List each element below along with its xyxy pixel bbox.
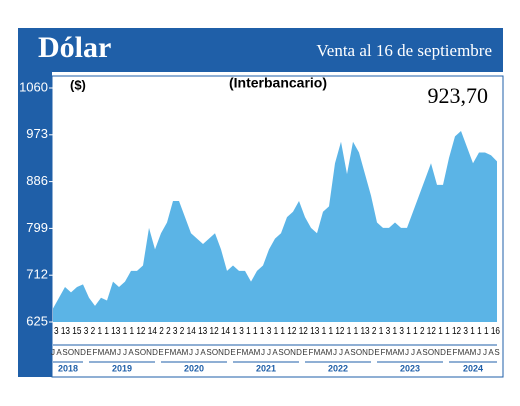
month-label: N <box>434 348 440 357</box>
month-label: S <box>494 348 499 357</box>
month-label: N <box>146 348 152 357</box>
month-label: E <box>446 348 451 357</box>
month-label: M <box>98 348 105 357</box>
unit-label: ($) <box>70 77 86 92</box>
month-label: J <box>411 348 415 357</box>
month-label: M <box>110 348 117 357</box>
annotation: 923,70 <box>428 83 489 108</box>
month-label: F <box>309 348 314 357</box>
month-label: N <box>74 348 80 357</box>
month-label: D <box>296 348 302 357</box>
month-label: J <box>195 348 199 357</box>
year-label: 2019 <box>112 363 132 373</box>
month-label: E <box>86 348 91 357</box>
month-label: N <box>290 348 296 357</box>
month-label: J <box>117 348 121 357</box>
year-label: 2018 <box>58 363 78 373</box>
month-label: S <box>350 348 355 357</box>
month-label: A <box>200 348 206 357</box>
subtitle: Venta al 16 de septiembre <box>316 41 492 60</box>
month-label: J <box>333 348 337 357</box>
y-tick-label: 973 <box>26 126 48 141</box>
area <box>53 131 497 322</box>
month-label: S <box>206 348 211 357</box>
month-label: A <box>416 348 422 357</box>
month-label: S <box>134 348 139 357</box>
month-label: A <box>128 348 134 357</box>
month-label: J <box>339 348 343 357</box>
year-label: 2023 <box>400 363 420 373</box>
month-label: A <box>272 348 278 357</box>
month-label: M <box>170 348 177 357</box>
month-label: A <box>176 348 182 357</box>
month-label: N <box>362 348 368 357</box>
month-label: J <box>189 348 193 357</box>
month-label: E <box>302 348 307 357</box>
year-label: 2020 <box>184 363 204 373</box>
month-label: F <box>93 348 98 357</box>
axis-band <box>18 72 52 377</box>
month-label: F <box>237 348 242 357</box>
y-tick-label: 712 <box>26 267 48 282</box>
y-tick-label: 886 <box>26 173 48 188</box>
month-label: A <box>488 348 494 357</box>
month-label: F <box>453 348 458 357</box>
month-label: S <box>422 348 427 357</box>
month-label: M <box>242 348 249 357</box>
month-label: M <box>398 348 405 357</box>
month-label: E <box>374 348 379 357</box>
month-label: D <box>152 348 158 357</box>
y-tick-label: 799 <box>26 220 48 235</box>
month-label: A <box>392 348 398 357</box>
month-label: J <box>477 348 481 357</box>
month-label: D <box>440 348 446 357</box>
month-label: S <box>278 348 283 357</box>
year-label: 2021 <box>256 363 276 373</box>
month-label: O <box>68 348 74 357</box>
month-label: D <box>224 348 230 357</box>
month-label: O <box>356 348 362 357</box>
month-label: J <box>405 348 409 357</box>
month-label: J <box>483 348 487 357</box>
month-label: A <box>344 348 350 357</box>
month-label: J <box>51 348 55 357</box>
month-label: M <box>326 348 333 357</box>
month-label: S <box>62 348 67 357</box>
series-label: (Interbancario) <box>229 75 327 91</box>
chart-title: Dólar <box>38 31 111 64</box>
month-label: D <box>80 348 86 357</box>
month-label: J <box>261 348 265 357</box>
month-label: N <box>218 348 224 357</box>
y-tick-label: 1060 <box>19 79 48 94</box>
month-label: M <box>386 348 393 357</box>
month-label: A <box>464 348 470 357</box>
month-label: M <box>314 348 321 357</box>
month-label: M <box>254 348 261 357</box>
month-label: J <box>267 348 271 357</box>
month-label: F <box>381 348 386 357</box>
y-tick-label: 625 <box>26 313 48 328</box>
month-label: A <box>56 348 62 357</box>
month-label: A <box>248 348 254 357</box>
month-label: O <box>212 348 218 357</box>
year-label: 2024 <box>463 363 483 373</box>
month-label: E <box>158 348 163 357</box>
month-label: A <box>104 348 110 357</box>
month-label: M <box>470 348 477 357</box>
month-label: O <box>428 348 434 357</box>
month-label: E <box>230 348 235 357</box>
month-label: F <box>165 348 170 357</box>
month-label: J <box>123 348 127 357</box>
header-band <box>18 28 503 72</box>
month-label: M <box>458 348 465 357</box>
year-label: 2022 <box>328 363 348 373</box>
month-label: A <box>320 348 326 357</box>
month-label: M <box>182 348 189 357</box>
day-strip: 3 13 15 3 2 1 1 13 1 1 12 14 2 2 3 2 14 … <box>54 325 500 337</box>
month-label: O <box>284 348 290 357</box>
month-label: D <box>368 348 374 357</box>
month-label: O <box>140 348 146 357</box>
